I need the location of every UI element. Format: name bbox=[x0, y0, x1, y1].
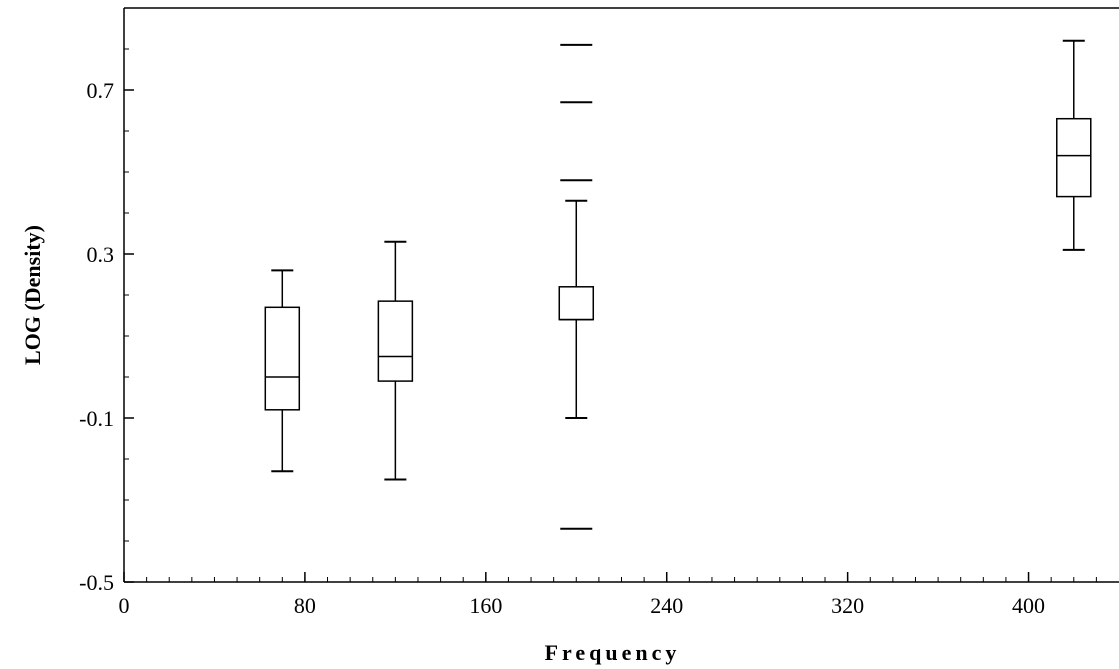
y-tick-label: -0.1 bbox=[79, 406, 114, 431]
x-axis-title: Frequency bbox=[545, 640, 681, 665]
iqr-box bbox=[1056, 117, 1092, 198]
x-tick-label: 0 bbox=[119, 593, 130, 618]
plot-frame bbox=[123, 7, 1119, 583]
box-group bbox=[264, 269, 301, 473]
x-tick-label: 240 bbox=[650, 593, 683, 618]
y-axis-title: LOG (Density) bbox=[20, 225, 45, 365]
box-group bbox=[377, 240, 414, 481]
minor-ticks bbox=[124, 48, 1097, 582]
y-tick-label: 0.7 bbox=[87, 78, 115, 103]
y-axis-ticks: -0.5 -0.1 0.3 0.7 bbox=[79, 78, 134, 595]
x-tick-label: 400 bbox=[1012, 593, 1045, 618]
iqr-box bbox=[264, 306, 301, 411]
x-axis-ticks: 0 80 160 240 320 400 bbox=[119, 572, 1045, 618]
x-tick-label: 160 bbox=[469, 593, 502, 618]
y-tick-label: -0.5 bbox=[79, 570, 114, 595]
box-series bbox=[264, 39, 1092, 530]
iqr-box bbox=[377, 300, 414, 382]
x-tick-label: 320 bbox=[831, 593, 864, 618]
x-tick-label: 80 bbox=[294, 593, 316, 618]
y-tick-label: 0.3 bbox=[87, 242, 115, 267]
box-group bbox=[558, 43, 595, 530]
iqr-box bbox=[558, 286, 595, 321]
box-group bbox=[1056, 39, 1092, 251]
